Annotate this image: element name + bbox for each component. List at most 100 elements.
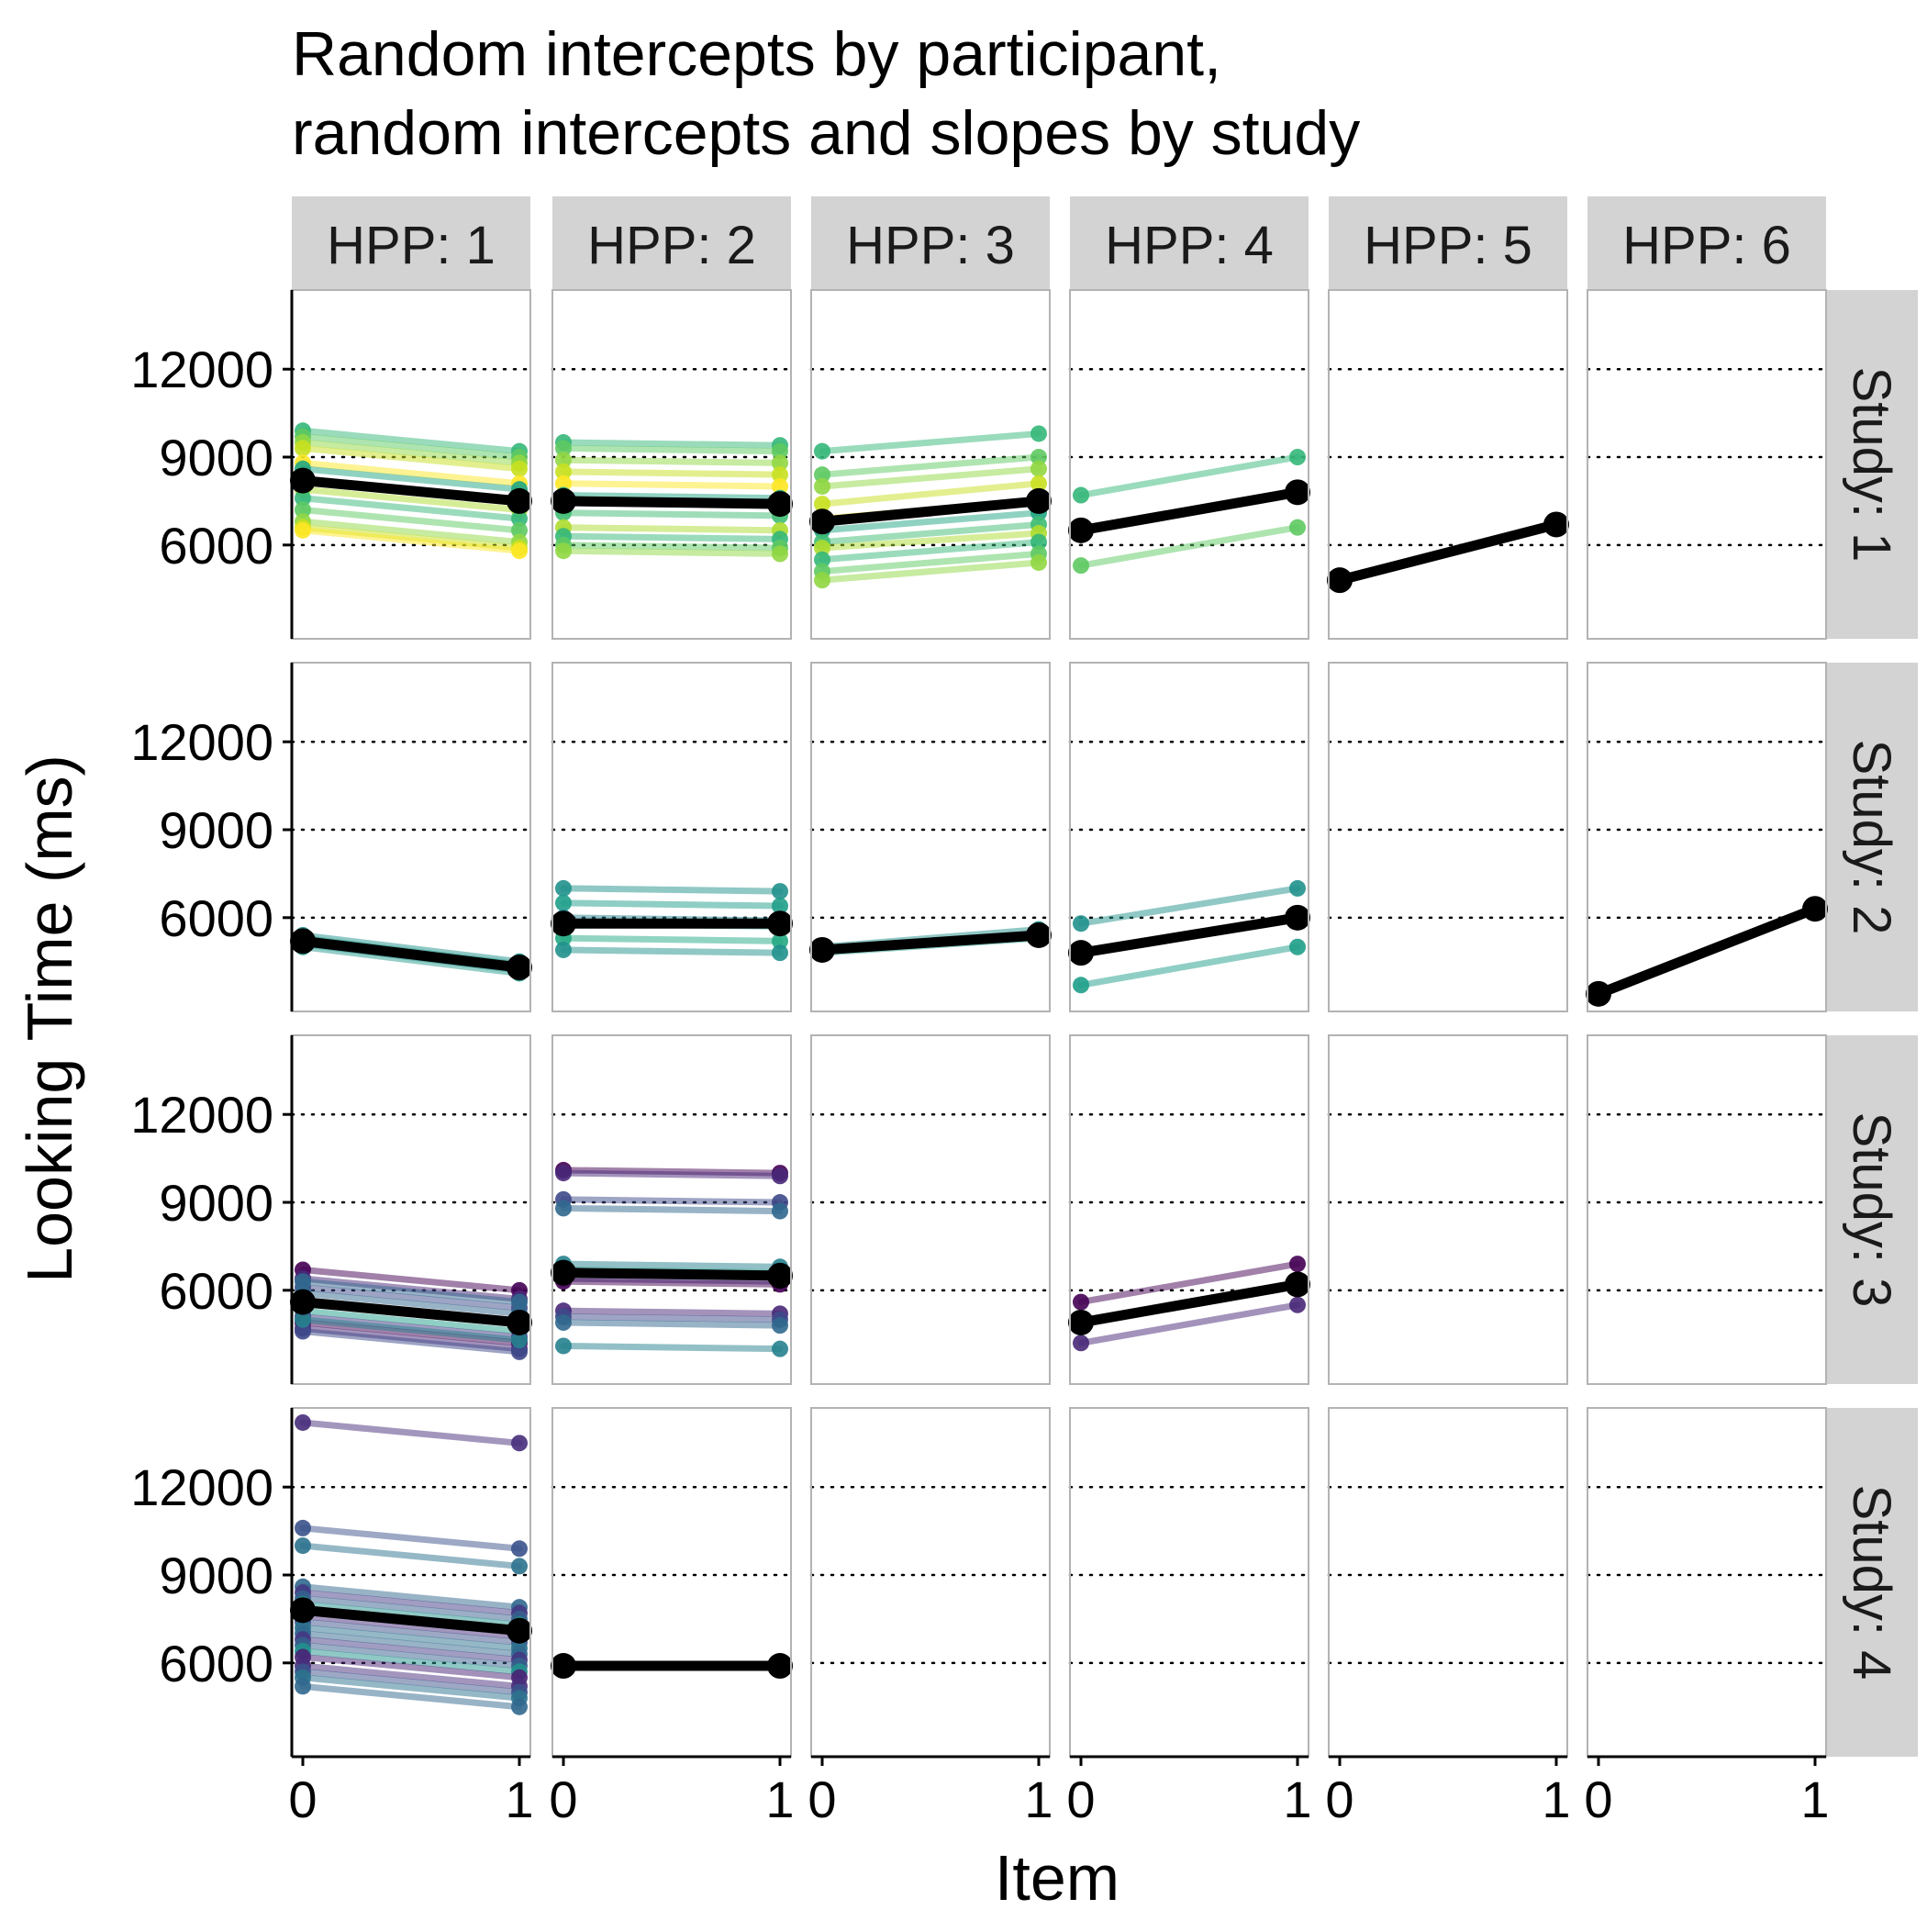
participant-line [299, 1601, 523, 1628]
participant-line [299, 1524, 523, 1552]
column-strip-label: HPP: 1 [327, 216, 496, 275]
participant-point [1289, 938, 1306, 955]
fixed-effect-point [1802, 896, 1828, 922]
participant-line [299, 427, 523, 455]
fixed-effect-point [1068, 1309, 1094, 1335]
participant-line [560, 1169, 784, 1179]
participant-line [560, 1260, 784, 1270]
facet-panel [290, 1407, 532, 1758]
facet-panel [1068, 289, 1310, 640]
participant-point [511, 1343, 528, 1360]
chart-title-line-1: Random intercepts by participant, [292, 19, 1221, 89]
y-tick-label: 6000 [159, 1635, 273, 1692]
fixed-effect-point [1285, 904, 1310, 931]
panel-border [810, 662, 1051, 1012]
participant-line [299, 1307, 523, 1335]
participant-point [295, 1311, 311, 1328]
panel-border [1587, 289, 1827, 640]
participant-point [1073, 557, 1089, 575]
participant-point [814, 442, 830, 460]
participant-point [814, 551, 830, 568]
participant-point [295, 1413, 311, 1431]
participant-line [299, 1624, 523, 1652]
fixed-effect-point [507, 955, 532, 981]
panel-border [1328, 1407, 1568, 1758]
fixed-effect-point [767, 910, 793, 937]
column-strip [1329, 196, 1567, 290]
participant-line [299, 944, 523, 977]
row-strip-label: Study: 1 [1842, 367, 1901, 563]
column-strip [292, 196, 530, 290]
fixed-effect-point [1285, 1271, 1310, 1298]
participant-line [1077, 944, 1301, 988]
participant-point [295, 1678, 311, 1695]
participant-line [299, 1674, 523, 1702]
participant-line [560, 509, 784, 519]
participant-line [299, 1316, 523, 1344]
facet-panel [1327, 1034, 1569, 1385]
fixed-effect-point [507, 1617, 532, 1644]
participant-line [819, 539, 1042, 564]
column-strip [811, 196, 1050, 290]
panel-border [1069, 289, 1309, 640]
participant-point [1289, 449, 1306, 466]
participant-line [299, 459, 523, 487]
facet-panel [809, 289, 1052, 640]
x-tick-label: 0 [1325, 1770, 1353, 1828]
facet-panel [551, 289, 793, 640]
participant-point [1030, 475, 1047, 492]
participant-point [772, 932, 788, 950]
y-tick-label: 12000 [130, 1086, 273, 1144]
facet-panel [1586, 1407, 1828, 1758]
participant-line [560, 492, 784, 502]
facet-panel [290, 289, 532, 640]
chart-title-line-2: random intercepts and slopes by study [292, 98, 1360, 168]
participant-line [299, 1290, 523, 1317]
participant-line [299, 506, 523, 534]
y-tick-label: 12000 [130, 341, 273, 398]
panel-border [810, 1034, 1051, 1385]
panel-border [1587, 1407, 1827, 1758]
participant-point [1073, 486, 1089, 504]
participant-point [1073, 1335, 1089, 1352]
participant-point [295, 1323, 311, 1340]
fixed-effect-point [290, 928, 316, 955]
fixed-effect-point [767, 1653, 793, 1680]
participant-point [555, 1200, 572, 1217]
row-strip-label: Study: 4 [1842, 1485, 1901, 1681]
participant-line [1077, 524, 1301, 569]
panel-border [1587, 662, 1827, 1012]
participant-line [560, 439, 784, 449]
participant-point [1289, 879, 1306, 897]
column-strip-label: HPP: 6 [1622, 216, 1791, 275]
participant-point [814, 540, 830, 557]
participant-line [819, 559, 1042, 584]
participant-line [819, 480, 1042, 508]
participant-point [511, 1698, 528, 1715]
fixed-effect-point [1543, 511, 1569, 538]
participant-point [1289, 519, 1306, 536]
participant-point [814, 477, 830, 495]
participant-line [1077, 1260, 1301, 1306]
x-tick-label: 0 [288, 1770, 317, 1828]
y-axis-title: Looking Time (ms) [14, 754, 85, 1283]
fixed-effect-point [551, 1653, 576, 1680]
facet-panel [551, 1407, 793, 1758]
fixed-effect-line [1075, 1279, 1303, 1328]
facet-panel [1068, 1407, 1310, 1758]
facet-panel [1068, 662, 1310, 1012]
row-strip [1826, 663, 1918, 1011]
participant-line [299, 1595, 523, 1623]
y-tick-label: 12000 [130, 713, 273, 771]
x-tick-label: 0 [808, 1770, 836, 1828]
participant-point [555, 894, 572, 911]
fixed-effect-point [1026, 921, 1052, 948]
x-tick-label: 0 [549, 1770, 577, 1828]
participant-line [299, 1589, 523, 1617]
facet-panel [1327, 289, 1569, 640]
participant-line [299, 433, 523, 461]
panel-border [551, 662, 792, 1012]
participant-line [819, 453, 1042, 478]
panel-border [1328, 662, 1568, 1012]
fixed-effect-line [558, 496, 785, 509]
